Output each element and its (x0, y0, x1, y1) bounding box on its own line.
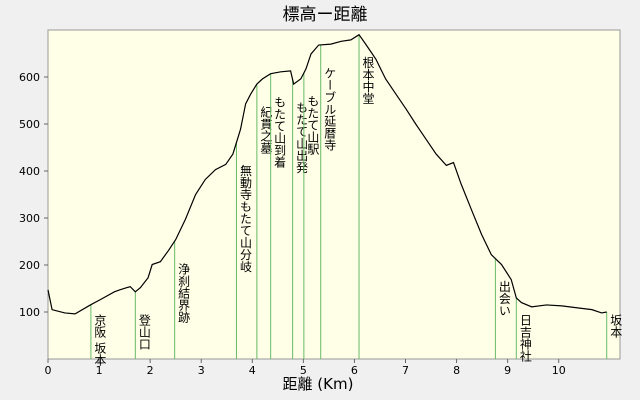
y-tick-label: 300 (19, 212, 40, 225)
x-tick-label: 3 (198, 364, 205, 377)
chart-title: 標高ー距離 (283, 5, 368, 25)
landmark-label: 日吉神社 (518, 314, 532, 362)
landmark-label: 無動寺もたて山分岐 (238, 163, 252, 272)
landmark-label: 坂本 (609, 314, 623, 339)
x-tick-label: 9 (504, 364, 511, 377)
landmark-label: もたて山到着 (273, 95, 287, 168)
y-tick-label: 200 (19, 259, 40, 272)
y-tick-label: 500 (19, 118, 40, 131)
elevation-line (47, 33, 607, 315)
x-tick-label: 5 (300, 364, 307, 377)
landmark-label: 紀貫之墓 (259, 106, 273, 154)
x-tick-label: 1 (96, 364, 103, 377)
landmark-label: 登山口 (137, 312, 151, 349)
landmark-label: 根本中堂 (361, 56, 375, 104)
landmark-label: 出会い (497, 280, 511, 316)
landmark-label: もたて山出発 (295, 101, 309, 173)
x-tick-label: 4 (249, 364, 256, 377)
x-tick-label: 7 (402, 364, 409, 377)
y-tick-label: 100 (19, 306, 40, 319)
y-tick-label: 400 (19, 165, 40, 178)
landmark-label: 京阪 坂本 (93, 314, 107, 367)
x-tick-label: 2 (147, 364, 154, 377)
x-tick-label: 10 (552, 364, 566, 377)
x-tick-label: 0 (45, 364, 52, 377)
x-tick-label: 8 (453, 364, 460, 377)
x-axis-label: 距離 (Km) (283, 375, 354, 393)
landmark-label: 浄刹結界跡 (177, 263, 191, 324)
x-tick-label: 6 (351, 364, 358, 377)
landmark-label: もたて山駅 (306, 95, 320, 156)
y-tick-label: 600 (19, 71, 40, 84)
landmark-label: ケーブル延暦寺 (323, 66, 337, 150)
